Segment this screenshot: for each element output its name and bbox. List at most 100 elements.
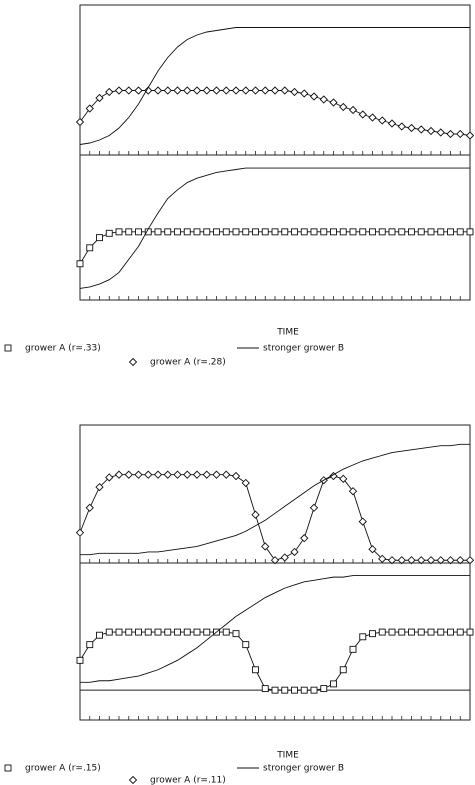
plot-frame — [79, 154, 471, 301]
data-point — [95, 482, 104, 492]
data-point — [417, 228, 425, 236]
data-point — [232, 630, 240, 638]
data-point — [261, 542, 270, 551]
data-point — [387, 119, 397, 128]
data-point — [193, 628, 201, 636]
data-point — [309, 92, 319, 101]
data-point — [270, 556, 280, 565]
data-point — [447, 628, 454, 636]
data-point — [183, 628, 191, 636]
data-point — [183, 86, 192, 95]
data-point — [213, 228, 220, 236]
data-point — [261, 685, 269, 693]
data-point — [290, 547, 299, 557]
data-point — [426, 126, 436, 136]
data-point — [134, 86, 143, 95]
legend-marker — [4, 344, 12, 352]
data-point — [427, 228, 435, 236]
series-line — [79, 27, 470, 145]
data-point — [359, 228, 367, 236]
data-point — [359, 633, 367, 641]
series-line — [79, 167, 470, 289]
data-point — [329, 471, 338, 481]
plot-frame — [79, 562, 471, 721]
data-point — [173, 86, 182, 95]
data-point — [291, 228, 298, 236]
data-point — [135, 228, 142, 236]
data-point — [252, 666, 259, 674]
data-point — [212, 470, 221, 479]
data-point — [241, 478, 250, 488]
data-point — [378, 228, 386, 236]
data-point — [447, 228, 454, 236]
data-point — [349, 645, 357, 653]
data-point — [163, 470, 172, 479]
data-point — [329, 98, 338, 107]
data-point — [96, 234, 103, 242]
data-point — [310, 686, 318, 694]
data-point — [75, 117, 85, 127]
data-point — [105, 473, 114, 482]
data-point — [76, 656, 84, 664]
legend-marker — [128, 357, 138, 367]
data-point — [154, 228, 162, 236]
data-point — [408, 228, 415, 236]
plot-frame — [79, 424, 471, 564]
data-point — [183, 228, 191, 236]
data-point — [280, 86, 289, 95]
legend-label: grower A (r=.11) — [150, 776, 226, 785]
data-point — [398, 228, 406, 236]
data-point — [105, 628, 113, 636]
data-point — [339, 228, 347, 236]
data-point — [398, 628, 406, 636]
data-point — [339, 102, 348, 112]
data-point — [174, 228, 181, 236]
data-point — [378, 554, 387, 563]
data-point — [124, 470, 133, 479]
data-point — [349, 228, 357, 236]
data-point — [135, 628, 142, 636]
data-point — [309, 503, 319, 512]
data-point — [330, 680, 337, 688]
data-point — [387, 556, 397, 565]
data-point — [407, 556, 416, 565]
data-point — [192, 470, 202, 479]
data-point — [300, 89, 309, 98]
data-point — [212, 86, 221, 95]
data-point — [251, 86, 260, 95]
data-point — [173, 470, 182, 479]
data-point — [242, 228, 250, 236]
data-point — [466, 228, 474, 236]
data-point — [348, 105, 358, 115]
data-point — [203, 628, 211, 636]
data-point — [154, 628, 162, 636]
data-point — [300, 228, 308, 236]
data-point — [105, 87, 114, 97]
data-point — [270, 86, 280, 95]
data-point — [397, 122, 406, 131]
data-point — [466, 628, 474, 636]
data-point — [241, 86, 250, 95]
data-point — [222, 470, 231, 479]
series-line — [79, 231, 470, 264]
legend-marker — [128, 775, 138, 785]
data-point — [378, 116, 387, 125]
data-point — [319, 95, 328, 104]
data-point — [203, 228, 211, 236]
data-point — [125, 628, 133, 636]
data-point — [193, 228, 201, 236]
data-point — [465, 131, 475, 140]
data-point — [300, 534, 309, 543]
data-point — [310, 228, 318, 236]
x-axis-label: TIME — [276, 328, 299, 338]
data-point — [358, 517, 367, 526]
data-point — [85, 104, 94, 113]
data-point — [330, 228, 337, 236]
data-point — [76, 260, 84, 268]
data-point — [446, 129, 455, 139]
data-point — [437, 628, 445, 636]
legend-marker — [4, 764, 12, 772]
data-point — [446, 556, 455, 565]
data-point — [280, 553, 289, 562]
